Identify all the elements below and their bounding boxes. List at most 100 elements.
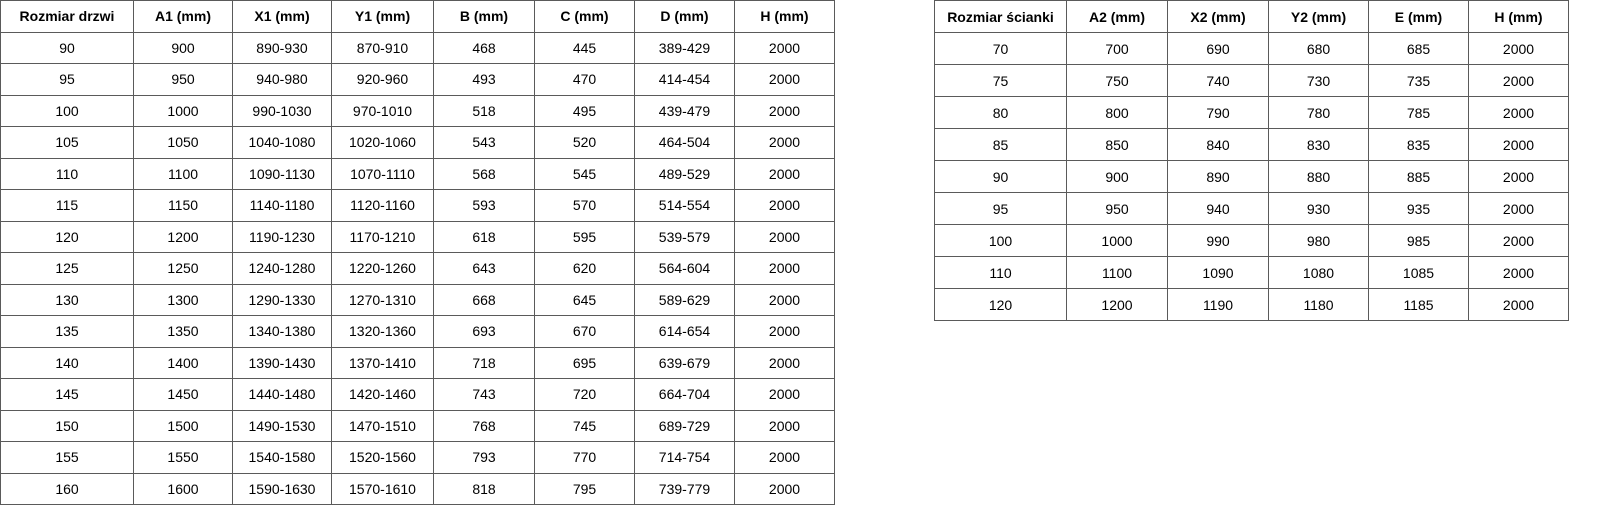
- table-cell: 1390-1430: [232, 346, 332, 379]
- table-cell: 2000: [1468, 160, 1569, 193]
- table-row: 95 950 940 930 935 2000: [934, 192, 1569, 225]
- table-cell: 1400: [133, 346, 233, 379]
- table-cell: 714-754: [634, 441, 735, 474]
- table-cell: 568: [433, 157, 535, 190]
- table-cell: 800: [1066, 96, 1168, 129]
- table-cell: 950: [1066, 192, 1168, 225]
- table-cell: 739-779: [634, 472, 735, 505]
- table-cell: 1070-1110: [331, 157, 434, 190]
- table-cell: 620: [534, 252, 635, 285]
- column-header: H (mm): [1468, 0, 1569, 33]
- table-cell: 100: [934, 224, 1067, 257]
- table-header-row: Rozmiar drzwi A1 (mm) X1 (mm) Y1 (mm) B (mm)…: [0, 0, 835, 33]
- table-cell: 160: [0, 472, 134, 505]
- table-cell: 830: [1268, 128, 1369, 161]
- wall-size-table: Rozmiar ścianki A2 (mm) X2 (mm) Y2 (mm) E (m…: [934, 0, 1569, 321]
- table-cell: 589-629: [634, 283, 735, 316]
- table-cell: 2000: [734, 346, 835, 379]
- table-cell: 1490-1530: [232, 409, 332, 442]
- table-cell: 618: [433, 220, 535, 253]
- table-cell: 125: [0, 252, 134, 285]
- column-header: Rozmiar ścianki: [934, 0, 1067, 33]
- column-header: H (mm): [734, 0, 835, 33]
- table-cell: 120: [934, 288, 1067, 321]
- table-cell: 2000: [1468, 288, 1569, 321]
- table-row: 150 1500 1490-1530 1470-1510 768 745 689-729 20…: [0, 409, 835, 442]
- table-cell: 780: [1268, 96, 1369, 129]
- table-cell: 990-1030: [232, 94, 332, 127]
- table-row: 120 1200 1190 1180 1185 2000: [934, 288, 1569, 321]
- table-cell: 90: [934, 160, 1067, 193]
- table-cell: 645: [534, 283, 635, 316]
- table-cell: 593: [433, 189, 535, 222]
- table-cell: 2000: [734, 63, 835, 96]
- table-cell: 464-504: [634, 126, 735, 159]
- table-cell: 670: [534, 315, 635, 348]
- table-cell: 668: [433, 283, 535, 316]
- table-cell: 743: [433, 378, 535, 411]
- table-cell: 1170-1210: [331, 220, 434, 253]
- door-size-table: Rozmiar drzwi A1 (mm) X1 (mm) Y1 (mm) B (mm)…: [0, 0, 835, 505]
- table-cell: 700: [1066, 32, 1168, 65]
- table-cell: 1190-1230: [232, 220, 332, 253]
- table-cell: 685: [1368, 32, 1469, 65]
- table-cell: 718: [433, 346, 535, 379]
- table-cell: 940: [1167, 192, 1269, 225]
- table-cell: 693: [433, 315, 535, 348]
- table-cell: 489-529: [634, 157, 735, 190]
- table-cell: 1080: [1268, 256, 1369, 289]
- table-header-row: Rozmiar ścianki A2 (mm) X2 (mm) Y2 (mm) E (m…: [934, 0, 1569, 33]
- table-cell: 1470-1510: [331, 409, 434, 442]
- table-cell: 1040-1080: [232, 126, 332, 159]
- table-cell: 1440-1480: [232, 378, 332, 411]
- table-cell: 970-1010: [331, 94, 434, 127]
- table-cell: 135: [0, 315, 134, 348]
- table-cell: 518: [433, 94, 535, 127]
- table-cell: 1340-1380: [232, 315, 332, 348]
- table-cell: 2000: [734, 220, 835, 253]
- table-cell: 468: [433, 31, 535, 64]
- table-row: 120 1200 1190-1230 1170-1210 618 595 539-579 20…: [0, 220, 835, 253]
- table-cell: 105: [0, 126, 134, 159]
- table-cell: 1540-1580: [232, 441, 332, 474]
- column-header: A2 (mm): [1066, 0, 1168, 33]
- table-cell: 818: [433, 472, 535, 505]
- table-cell: 595: [534, 220, 635, 253]
- table-row: 160 1600 1590-1630 1570-1610 818 795 739-779 20…: [0, 472, 835, 505]
- table-cell: 740: [1167, 64, 1269, 97]
- table-cell: 990: [1167, 224, 1269, 257]
- table-cell: 2000: [1468, 64, 1569, 97]
- table-cell: 890-930: [232, 31, 332, 64]
- table-cell: 145: [0, 378, 134, 411]
- table-cell: 1020-1060: [331, 126, 434, 159]
- column-header: Y1 (mm): [331, 0, 434, 33]
- table-cell: 1600: [133, 472, 233, 505]
- table-cell: 150: [0, 409, 134, 442]
- table-cell: 1450: [133, 378, 233, 411]
- table-cell: 1100: [1066, 256, 1168, 289]
- table-cell: 445: [534, 31, 635, 64]
- table-cell: 1300: [133, 283, 233, 316]
- table-cell: 680: [1268, 32, 1369, 65]
- table-cell: 745: [534, 409, 635, 442]
- table-cell: 840: [1167, 128, 1269, 161]
- table-row: 100 1000 990-1030 970-1010 518 495 439-479 2000: [0, 94, 835, 127]
- table-row: 105 1050 1040-1080 1020-1060 543 520 464-504 20…: [0, 126, 835, 159]
- table-cell: 2000: [734, 126, 835, 159]
- table-cell: 2000: [734, 283, 835, 316]
- table-cell: 2000: [734, 378, 835, 411]
- table-cell: 850: [1066, 128, 1168, 161]
- table-cell: 870-910: [331, 31, 434, 64]
- table-cell: 2000: [734, 472, 835, 505]
- table-cell: 1270-1310: [331, 283, 434, 316]
- table-cell: 880: [1268, 160, 1369, 193]
- column-header: Y2 (mm): [1268, 0, 1369, 33]
- table-cell: 720: [534, 378, 635, 411]
- table-cell: 1100: [133, 157, 233, 190]
- table-cell: 689-729: [634, 409, 735, 442]
- table-cell: 690: [1167, 32, 1269, 65]
- table-cell: 543: [433, 126, 535, 159]
- table-cell: 95: [934, 192, 1067, 225]
- table-cell: 2000: [734, 252, 835, 285]
- table-cell: 639-679: [634, 346, 735, 379]
